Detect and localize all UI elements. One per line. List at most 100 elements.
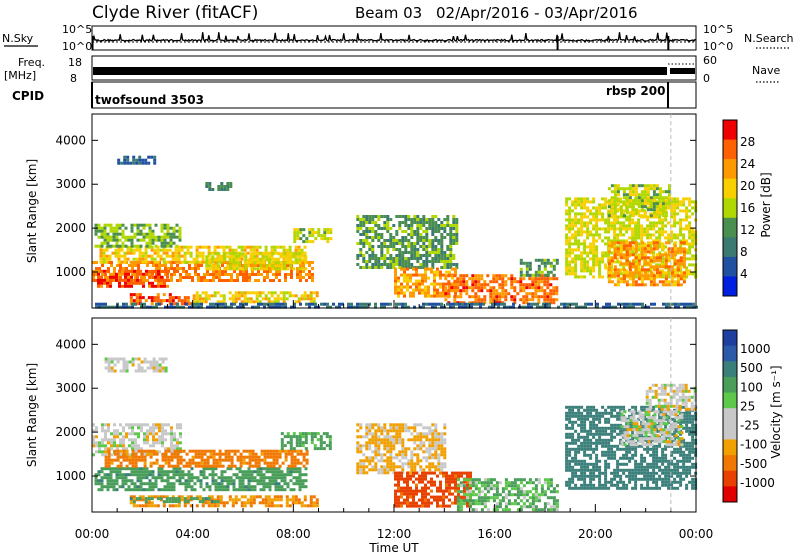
velocity-cell xyxy=(104,447,107,451)
power-cell xyxy=(394,270,397,274)
power-cell xyxy=(628,221,632,225)
power-cell xyxy=(643,283,647,287)
velocity-cell xyxy=(287,452,291,456)
power-cell xyxy=(410,263,414,266)
velocity-cell xyxy=(94,473,98,477)
power-cell xyxy=(607,280,611,284)
velocity-cell xyxy=(267,501,271,505)
power-cell xyxy=(211,264,215,268)
power-cell xyxy=(152,264,155,267)
power-cell xyxy=(613,187,617,191)
power-cell xyxy=(540,286,544,290)
power-cell xyxy=(153,251,157,255)
power-cell xyxy=(311,267,314,270)
velocity-cell xyxy=(158,438,161,442)
power-cell xyxy=(392,260,396,263)
power-cell xyxy=(123,158,127,162)
power-cell xyxy=(416,266,420,269)
power-cell xyxy=(586,269,590,273)
power-cell xyxy=(607,230,611,234)
power-cell xyxy=(270,248,274,252)
power-cell xyxy=(246,297,250,301)
velocity-cell xyxy=(136,467,140,471)
power-cell xyxy=(368,221,372,224)
power-cell xyxy=(263,276,266,279)
power-cell xyxy=(456,283,460,287)
velocity-cell xyxy=(131,452,135,456)
velocity-cell xyxy=(212,461,216,465)
power-cell xyxy=(141,251,145,255)
power-cell xyxy=(233,302,236,306)
velocity-cell xyxy=(223,479,227,483)
power-cell xyxy=(658,227,662,231)
velocity-cell xyxy=(292,488,296,492)
power-cell xyxy=(233,270,236,273)
power-cell xyxy=(685,272,689,276)
power-cell xyxy=(443,263,447,266)
power-cell xyxy=(628,251,632,255)
velocity-cell xyxy=(164,438,167,442)
power-cell xyxy=(625,283,629,287)
velocity-cell xyxy=(209,455,213,459)
power-cell xyxy=(462,286,466,290)
power-cell xyxy=(148,241,152,245)
power-cell xyxy=(133,235,137,239)
power-cell xyxy=(595,206,599,210)
power-cell xyxy=(640,274,644,278)
power-cell xyxy=(419,218,423,221)
power-cell xyxy=(368,242,372,245)
power-cell xyxy=(253,267,257,271)
power-cell xyxy=(664,251,668,255)
power-cell xyxy=(122,305,125,309)
power-cell xyxy=(583,275,587,279)
power-cell xyxy=(362,218,366,221)
power-cell xyxy=(634,239,638,243)
power-cell xyxy=(234,297,238,301)
velocity-cell xyxy=(277,473,281,477)
power-cell xyxy=(178,235,182,239)
velocity-cell xyxy=(356,462,360,466)
power-cell xyxy=(220,185,224,188)
power-cell xyxy=(95,305,98,309)
power-cell xyxy=(145,272,148,276)
power-cell xyxy=(166,284,169,288)
power-cell xyxy=(219,245,223,249)
power-cell xyxy=(522,301,526,305)
power-cell xyxy=(446,248,450,251)
power-cell xyxy=(198,245,202,249)
power-cell xyxy=(513,280,517,284)
power-cell xyxy=(162,248,166,252)
power-cell xyxy=(658,215,662,219)
power-cell xyxy=(580,254,584,258)
power-cell xyxy=(613,205,617,209)
power-cell xyxy=(592,248,596,252)
power-cell xyxy=(437,257,441,260)
velocity-cell xyxy=(254,455,258,459)
power-cell xyxy=(208,252,212,256)
power-cell xyxy=(655,184,659,188)
power-cell xyxy=(168,293,172,297)
velocity-cell xyxy=(178,479,182,483)
power-cell xyxy=(436,282,439,286)
power-cell xyxy=(311,234,315,238)
power-cell xyxy=(643,199,647,203)
power-cell xyxy=(136,238,140,242)
power-cell xyxy=(528,264,532,268)
power-cell xyxy=(240,254,244,258)
power-cell xyxy=(252,300,256,304)
power-cell xyxy=(95,261,98,264)
power-cell xyxy=(275,273,278,276)
power-cell xyxy=(628,236,632,240)
power-cell xyxy=(568,245,572,249)
velocity-cell xyxy=(288,504,292,508)
power-cell xyxy=(115,226,119,230)
velocity-cell xyxy=(128,461,132,465)
velocity-cell xyxy=(166,482,170,486)
velocity-cell xyxy=(98,441,101,445)
velocity-cell xyxy=(244,473,248,477)
velocity-cell xyxy=(104,444,107,448)
velocity-cell xyxy=(199,470,203,474)
power-cell xyxy=(555,292,559,296)
power-cell xyxy=(527,302,530,306)
power-cell xyxy=(443,230,447,233)
